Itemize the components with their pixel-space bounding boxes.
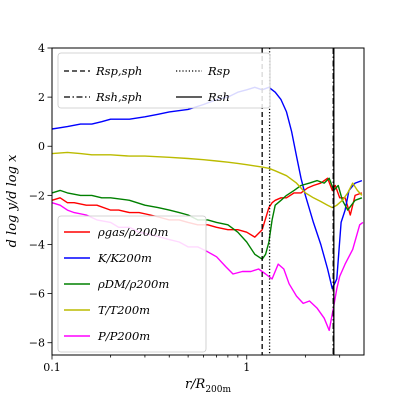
legend-bottom-label-1: K/K200m	[97, 251, 152, 265]
legend-top-label-3: Rsh	[207, 90, 230, 104]
legend-top-label-0: Rsp,sph	[95, 64, 142, 78]
legend-bottom: ρgas/ρ200m K/K200m ρDM/ρ200m T/T200m P/P200m	[57, 215, 207, 353]
x-tick-label-0: 0.1	[43, 361, 61, 374]
y-axis-label: d log y/d log x	[5, 154, 20, 248]
legend-top: Rsp,sph Rsp Rsh,sph Rsh	[57, 52, 271, 109]
y-tick-label-1: 2	[38, 91, 45, 104]
legend-bottom-label-2: ρDM/ρ200m	[97, 277, 169, 291]
legend-bottom-label-3: T/T200m	[98, 303, 150, 317]
y-tick-label-4: −4	[29, 238, 45, 251]
y-tick-label-5: −6	[29, 288, 45, 301]
legend-bottom-label-4: P/P200m	[97, 329, 150, 343]
legend-top-label-1: Rsp	[207, 64, 231, 78]
legend-top-box	[57, 52, 271, 109]
legend-bottom-label-0: ρgas/ρ200m	[97, 225, 168, 239]
y-tick-label-2: 0	[38, 140, 45, 153]
series-line-2	[51, 177, 363, 260]
x-tick-label-1: 1	[243, 361, 250, 374]
y-tick-label-0: 4	[38, 42, 45, 55]
legend-bottom-box	[57, 215, 207, 353]
tick-layer: 0.1 1 4 2 0 −2 −4 −6 −8	[29, 42, 341, 374]
y-tick-label-6: −8	[29, 337, 45, 350]
series-line-3	[51, 151, 363, 209]
y-tick-label-3: −2	[29, 189, 45, 202]
plot-frame	[51, 47, 365, 356]
legend-top-label-2: Rsh,sph	[95, 90, 142, 104]
series-line-0	[51, 177, 363, 238]
